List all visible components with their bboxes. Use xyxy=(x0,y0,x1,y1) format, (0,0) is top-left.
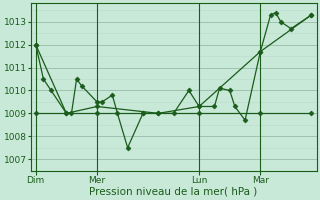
X-axis label: Pression niveau de la mer( hPa ): Pression niveau de la mer( hPa ) xyxy=(90,187,258,197)
